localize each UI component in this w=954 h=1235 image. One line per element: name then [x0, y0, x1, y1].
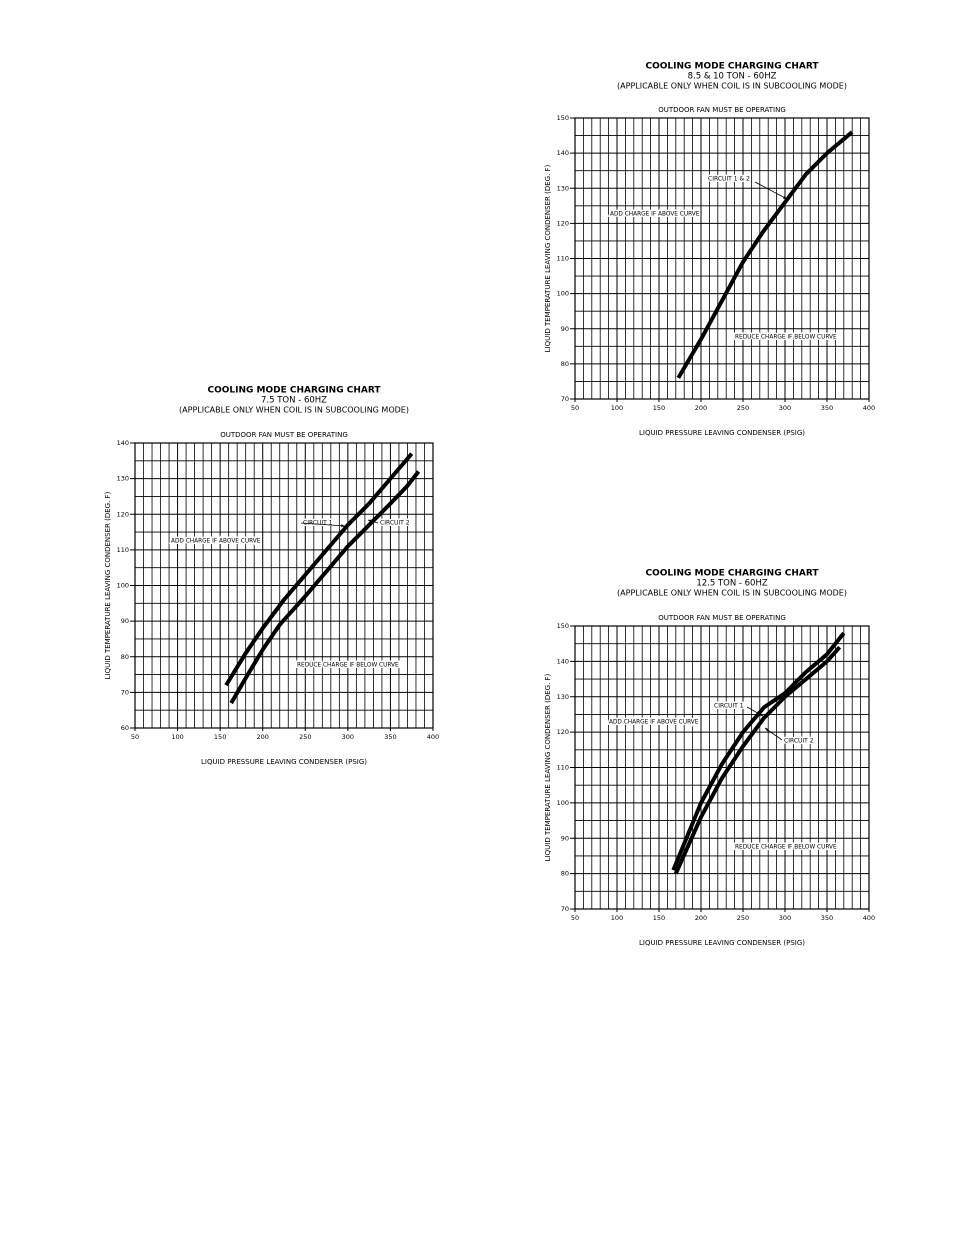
y-tick-label: 120	[557, 728, 569, 736]
series-label: CIRCUIT 1 & 2	[708, 176, 750, 183]
chart-note: (APPLICABLE ONLY WHEN COIL IS IN SUBCOOL…	[179, 406, 409, 415]
y-tick-label: 130	[557, 184, 569, 192]
chart-subtitle: 12.5 TON - 60HZ	[696, 579, 768, 589]
x-tick-label: 150	[653, 404, 665, 412]
x-tick-label: 200	[695, 404, 707, 412]
label-arrow	[300, 522, 346, 527]
y-tick-label: 120	[557, 219, 569, 227]
x-tick-label: 350	[821, 914, 833, 922]
series-label: CIRCUIT 1	[714, 703, 744, 710]
annotation: REDUCE CHARGE IF BELOW CURVE	[297, 663, 399, 669]
x-tick-label: 50	[131, 733, 139, 741]
x-tick-label: 300	[342, 733, 354, 741]
x-tick-label: 150	[214, 733, 226, 741]
series-line	[673, 645, 842, 875]
y-tick-label: 150	[557, 114, 569, 122]
y-tick-label: 120	[117, 510, 129, 518]
y-tick-label: 70	[561, 905, 569, 913]
arrow-head	[341, 524, 345, 528]
x-axis-label: LIQUID PRESSURE LEAVING CONDENSER (PSIG)	[201, 758, 367, 766]
x-axis-label: LIQUID PRESSURE LEAVING CONDENSER (PSIG)	[639, 939, 805, 947]
x-tick-label: 250	[737, 914, 749, 922]
series-line	[229, 470, 421, 705]
arrow-head	[765, 728, 769, 732]
chart-note: (APPLICABLE ONLY WHEN COIL IS IN SUBCOOL…	[617, 82, 847, 91]
y-tick-label: 60	[121, 724, 129, 732]
chart-title: COOLING MODE CHARGING CHART	[208, 386, 382, 396]
x-tick-label: 250	[299, 733, 311, 741]
y-tick-label: 140	[557, 657, 569, 665]
y-tick-label: 70	[561, 395, 569, 403]
y-tick-label: 140	[557, 149, 569, 157]
header-note: OUTDOOR FAN MUST BE OPERATING	[658, 614, 786, 622]
x-tick-label: 100	[171, 733, 183, 741]
x-tick-label: 100	[611, 914, 623, 922]
x-tick-label: 400	[863, 914, 875, 922]
header-note: OUTDOOR FAN MUST BE OPERATING	[220, 431, 348, 439]
series-line	[224, 452, 414, 687]
y-tick-label: 90	[561, 834, 569, 842]
y-tick-label: 140	[117, 439, 129, 447]
x-tick-label: 250	[737, 404, 749, 412]
chart-note: (APPLICABLE ONLY WHEN COIL IS IN SUBCOOL…	[617, 589, 847, 598]
plot-frame	[134, 442, 434, 729]
x-tick-label: 400	[427, 733, 439, 741]
x-tick-label: 400	[863, 404, 875, 412]
y-tick-label: 80	[121, 653, 129, 661]
y-tick-label: 80	[561, 870, 569, 878]
annotation: REDUCE CHARGE IF BELOW CURVE	[735, 335, 837, 341]
chart-title: COOLING MODE CHARGING CHART	[646, 569, 820, 579]
y-tick-label: 90	[561, 325, 569, 333]
y-tick-label: 130	[557, 693, 569, 701]
x-tick-label: 50	[571, 914, 579, 922]
arrow-head	[759, 712, 763, 716]
y-axis-label: LIQUID TEMPERATURE LEAVING CONDENSER (DE…	[544, 673, 552, 861]
x-tick-label: 300	[779, 914, 791, 922]
y-tick-label: 100	[117, 582, 129, 590]
annotation: ADD CHARGE IF ABOVE CURVE	[171, 539, 261, 545]
x-axis-label: LIQUID PRESSURE LEAVING CONDENSER (PSIG)	[639, 429, 805, 437]
chart-title: COOLING MODE CHARGING CHART	[646, 62, 820, 72]
y-tick-label: 70	[121, 688, 129, 696]
x-tick-label: 200	[695, 914, 707, 922]
chart-subtitle: 7.5 TON - 60HZ	[261, 396, 327, 406]
annotation: ADD CHARGE IF ABOVE CURVE	[609, 720, 699, 726]
annotation: ADD CHARGE IF ABOVE CURVE	[610, 212, 700, 218]
label-arrow	[754, 181, 788, 200]
annotation: REDUCE CHARGE IF BELOW CURVE	[735, 845, 837, 851]
x-tick-label: 300	[779, 404, 791, 412]
series-label: CIRCUIT 2	[380, 520, 410, 527]
y-axis-label: LIQUID TEMPERATURE LEAVING CONDENSER (DE…	[544, 164, 552, 352]
plot-frame	[574, 117, 870, 400]
y-tick-label: 100	[557, 290, 569, 298]
y-tick-label: 80	[561, 360, 569, 368]
y-tick-label: 90	[121, 617, 129, 625]
x-tick-label: 50	[571, 404, 579, 412]
y-axis-label: LIQUID TEMPERATURE LEAVING CONDENSER (DE…	[104, 491, 112, 679]
series-line	[671, 631, 846, 871]
series-label: CIRCUIT 1	[303, 520, 333, 527]
x-tick-label: 200	[257, 733, 269, 741]
chart-subtitle: 8.5 & 10 TON - 60HZ	[688, 72, 777, 82]
y-tick-label: 110	[557, 764, 569, 772]
x-tick-label: 350	[384, 733, 396, 741]
y-tick-label: 130	[117, 475, 129, 483]
plot-frame	[574, 625, 870, 910]
y-tick-label: 150	[557, 622, 569, 630]
series-label: CIRCUIT 2	[784, 738, 814, 745]
x-tick-label: 350	[821, 404, 833, 412]
arrow-head	[368, 519, 372, 523]
y-tick-label: 110	[557, 255, 569, 263]
series-line	[676, 130, 854, 379]
header-note: OUTDOOR FAN MUST BE OPERATING	[658, 106, 786, 114]
y-tick-label: 110	[117, 546, 129, 554]
y-tick-label: 100	[557, 799, 569, 807]
x-tick-label: 100	[611, 404, 623, 412]
x-tick-label: 150	[653, 914, 665, 922]
arrow-head	[783, 195, 787, 199]
